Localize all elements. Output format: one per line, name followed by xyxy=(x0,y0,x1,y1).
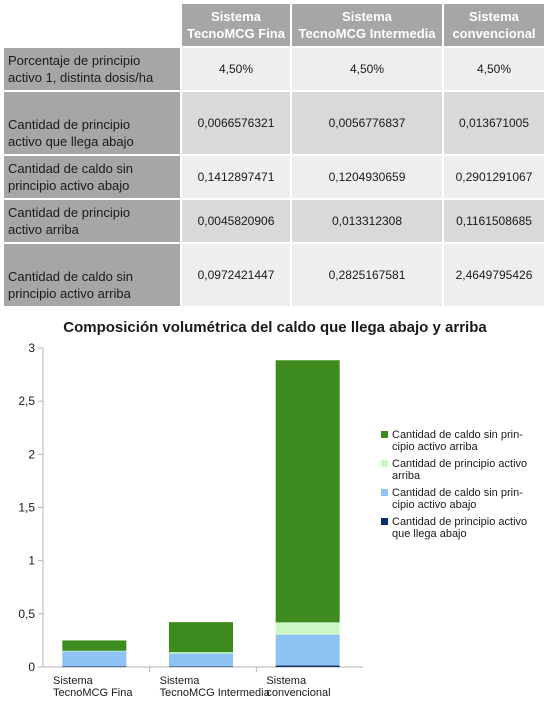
legend-label: que llega abajo xyxy=(392,528,467,540)
y-tick-label: 1,5 xyxy=(18,501,35,515)
row-label: Porcentaje de principio activo 1, distint… xyxy=(4,48,182,92)
y-tick-label: 0,5 xyxy=(18,607,35,621)
y-tick-label: 2 xyxy=(28,447,35,461)
table-cell: 0,1161508685 xyxy=(444,200,546,244)
header-convencional: Sistema convencional xyxy=(444,4,546,48)
bar-segment xyxy=(275,622,340,635)
legend-swatch xyxy=(381,460,388,467)
bar-segment xyxy=(275,360,340,623)
legend-swatch xyxy=(381,518,388,525)
table-cell: 0,1204930659 xyxy=(292,156,444,200)
legend-label: Cantidad de caldo sin prin- xyxy=(392,429,523,441)
table-cell: 0,1412897471 xyxy=(182,156,292,200)
table-cell: 0,0066576321 xyxy=(182,92,292,156)
x-tick-label: TecnoMCG Fina xyxy=(53,687,133,699)
bar-segment xyxy=(62,640,127,651)
bar-segment xyxy=(169,622,233,653)
table-row: Porcentaje de principio activo 1, distint… xyxy=(4,48,546,92)
header-corner xyxy=(4,4,182,48)
legend-label: cipio activo abajo xyxy=(392,499,476,511)
table-cell: 4,50% xyxy=(444,48,546,92)
bar-segment xyxy=(169,653,233,667)
table-cell: 2,4649795426 xyxy=(444,244,546,308)
x-tick-label: TecnoMCG Intermedia xyxy=(160,687,271,699)
y-tick-label: 0 xyxy=(28,660,35,674)
legend-swatch xyxy=(381,431,388,438)
table-cell: 0,2825167581 xyxy=(292,244,444,308)
legend-label: Cantidad de principio activo xyxy=(392,516,527,528)
bar-segment xyxy=(62,651,127,667)
table-header-row: Sistema TecnoMCG Fina Sistema TecnoMCG Int… xyxy=(4,4,546,48)
table-cell: 0,013671005 xyxy=(444,92,546,156)
table-cell: 0,0972421447 xyxy=(182,244,292,308)
row-label: Cantidad de caldo sin principio activo ab… xyxy=(4,156,182,200)
bar-segment xyxy=(169,652,233,654)
legend-label: Cantidad de caldo sin prin- xyxy=(392,487,523,499)
table-row: Cantidad de caldo sin principio activo ab… xyxy=(4,156,546,200)
legend-label: Cantidad de principio activo xyxy=(392,458,527,470)
bar-segment xyxy=(62,666,127,667)
y-tick-label: 2,5 xyxy=(18,394,35,408)
x-tick-label: Sistema xyxy=(160,675,201,687)
row-label: Cantidad de principio activo que llega ab… xyxy=(4,92,182,156)
y-tick-label: 1 xyxy=(28,554,35,568)
table-cell: 0,013312308 xyxy=(292,200,444,244)
table-cell: 4,50% xyxy=(182,48,292,92)
bar-segment xyxy=(275,634,340,666)
header-tecnomcg-fina: Sistema TecnoMCG Fina xyxy=(182,4,292,48)
table-cell: 0,2901291067 xyxy=(444,156,546,200)
table-row: Cantidad de caldo sin principio activo ar… xyxy=(4,244,546,308)
table-row: Cantidad de principio activo arriba 0,004… xyxy=(4,200,546,244)
x-tick-label: Sistema xyxy=(266,675,307,687)
y-tick-label: 3 xyxy=(28,341,35,355)
header-tecnomcg-intermedia: Sistema TecnoMCG Intermedia xyxy=(292,4,444,48)
legend-swatch xyxy=(381,489,388,496)
bar-segment xyxy=(169,666,233,667)
row-label: Cantidad de caldo sin principio activo ar… xyxy=(4,244,182,308)
table-row: Cantidad de principio activo que llega ab… xyxy=(4,92,546,156)
table-cell: 0,0045820906 xyxy=(182,200,292,244)
x-tick-label: Sistema xyxy=(53,675,94,687)
chart-title: Composición volumétrica del caldo que ll… xyxy=(63,319,487,336)
bar-segment xyxy=(275,665,340,667)
legend-label: cipio activo arriba xyxy=(392,441,478,453)
table-cell: 0,0056776837 xyxy=(292,92,444,156)
data-table: Sistema TecnoMCG Fina Sistema TecnoMCG Int… xyxy=(4,4,546,308)
table-cell: 4,50% xyxy=(292,48,444,92)
legend-label: arriba xyxy=(392,470,421,482)
x-tick-label: convencional xyxy=(266,687,330,699)
row-label: Cantidad de principio activo arriba xyxy=(4,200,182,244)
